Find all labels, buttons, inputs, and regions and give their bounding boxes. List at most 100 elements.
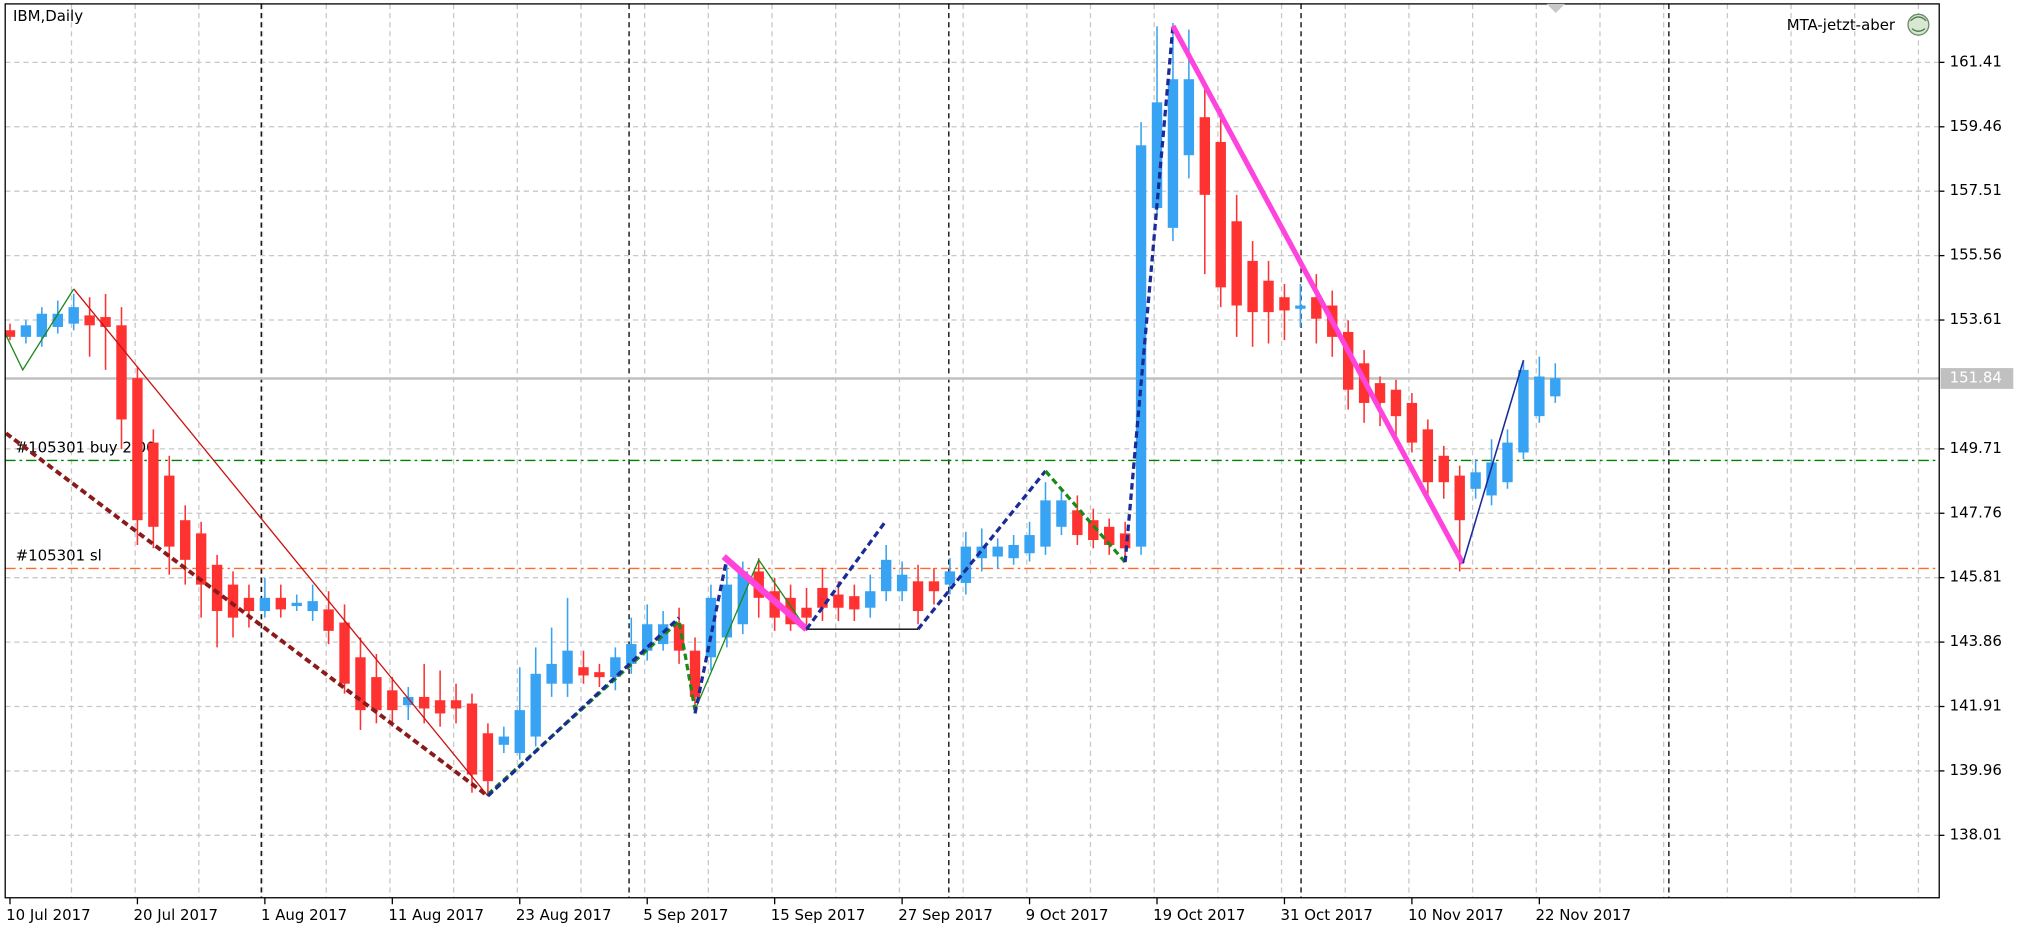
overlay-line: [1462, 360, 1525, 564]
overlay-line: [4, 288, 75, 372]
y-tick-label: 149.71: [1950, 439, 2002, 457]
candle-body: [880, 559, 892, 592]
candle-body: [1518, 369, 1529, 453]
y-tick-label: 147.76: [1950, 503, 2002, 521]
x-tick-label: 10 Nov 2017: [1408, 906, 1504, 924]
chart-title: IBM,Daily: [13, 7, 83, 25]
candle-body: [610, 657, 621, 678]
candle-body: [339, 622, 350, 684]
y-tick-label: 145.81: [1950, 568, 2002, 586]
candle-body: [928, 581, 940, 592]
candle-body: [657, 624, 669, 645]
level-layer: #105301 buy 2.00 #105301 sl: [5, 377, 1940, 570]
overlay-line: [916, 469, 1047, 631]
x-tick-label: 20 Jul 2017: [134, 906, 219, 924]
y-tick-label: 159.46: [1950, 117, 2002, 135]
candle-body: [673, 624, 685, 651]
candle-body: [20, 325, 32, 337]
overlay-line: [1170, 24, 1466, 565]
candle-body: [52, 313, 63, 327]
candle-body: [450, 700, 462, 709]
order-label: #105301 buy 2.00: [16, 439, 156, 457]
candle-body: [1072, 510, 1083, 536]
candle-body: [243, 597, 255, 612]
candle-body: [418, 696, 430, 709]
candle-body: [896, 574, 908, 592]
x-tick-label: 5 Sep 2017: [643, 906, 728, 924]
candle-body: [1247, 260, 1258, 313]
candle-body: [1183, 79, 1195, 156]
candle-body: [1135, 145, 1147, 547]
candle-body: [355, 657, 366, 711]
candle-body: [195, 533, 207, 585]
x-tick-label: 23 Aug 2017: [516, 906, 612, 924]
candle-body: [992, 546, 1003, 557]
candle-body: [180, 520, 191, 560]
candle-body: [1215, 141, 1226, 288]
overlay-line: [693, 557, 729, 714]
candle-body: [36, 313, 48, 337]
x-tick-label: 31 Oct 2017: [1281, 906, 1373, 924]
overlay-line: [694, 558, 808, 711]
period-separators: [260, 3, 1670, 898]
candle-body: [865, 591, 876, 608]
candle-body: [1279, 297, 1290, 311]
candle-body: [1119, 533, 1131, 549]
x-tick-label: 27 Sep 2017: [898, 906, 993, 924]
candle-body: [116, 325, 127, 420]
candle-body: [912, 581, 924, 612]
candle-body: [562, 650, 573, 684]
candle-body: [132, 378, 143, 521]
candle-body: [275, 597, 287, 610]
candle-body: [211, 564, 223, 612]
candle-body: [1008, 544, 1019, 559]
candle-body: [1470, 472, 1481, 489]
y-tick-label: 141.91: [1950, 696, 2002, 714]
candle-body: [148, 442, 159, 527]
y-tick-label: 161.41: [1950, 52, 2002, 70]
y-tick-label: 155.56: [1950, 246, 2002, 264]
candle-body: [291, 602, 302, 607]
overlay-line: [4, 431, 490, 798]
x-tick-label: 15 Sep 2017: [771, 906, 866, 924]
candle-body: [1040, 500, 1051, 547]
candle-body: [849, 596, 860, 610]
candle-body: [514, 710, 525, 754]
candle-body: [546, 663, 557, 684]
overlay-line: [721, 554, 809, 632]
candle-body: [387, 690, 398, 711]
candle-body: [642, 624, 653, 651]
candle-body: [1167, 79, 1179, 228]
overlay-line: [486, 616, 681, 798]
candle-body: [721, 584, 733, 638]
plot-border: [4, 3, 1940, 899]
candle-body: [1342, 331, 1354, 390]
candle-body: [482, 733, 494, 782]
candle-body: [1502, 442, 1513, 483]
y-tick-label: 153.61: [1950, 310, 2002, 328]
overlay-line: [1123, 25, 1175, 563]
candle-body: [1056, 500, 1067, 527]
candle-body: [434, 700, 446, 714]
x-tick-label: 9 Oct 2017: [1026, 906, 1109, 924]
candle-body: [578, 667, 589, 676]
current-price-box: [1940, 368, 2014, 389]
candle-body: [1199, 117, 1211, 195]
order-label: #105301 sl: [16, 547, 102, 565]
candle-body: [307, 601, 318, 612]
candle-body: [1374, 383, 1386, 403]
candle-body: [1311, 297, 1322, 319]
candle-body: [594, 672, 605, 678]
candle-body: [1550, 378, 1561, 397]
candle-body: [1263, 280, 1274, 313]
y-tick-label: 157.51: [1950, 181, 2002, 199]
candle-body: [705, 597, 717, 658]
candle-body: [801, 607, 812, 618]
candle-body: [371, 677, 382, 711]
candle-body: [164, 475, 175, 547]
candle-body: [259, 597, 271, 612]
candle-body: [944, 571, 956, 585]
indicator-name: MTA-jetzt-aber: [1787, 16, 1896, 34]
